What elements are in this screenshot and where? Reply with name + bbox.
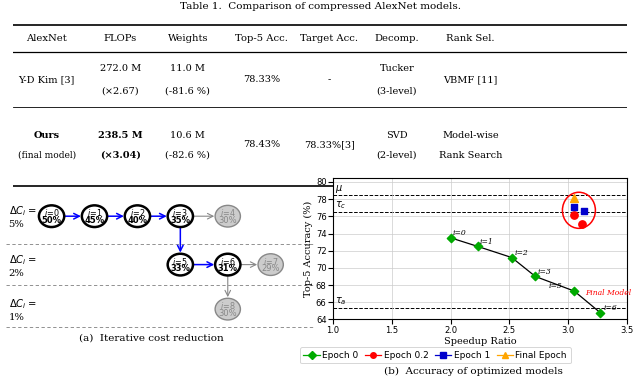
Text: $i\!=\!5$: $i\!=\!5$ [172,256,188,266]
Text: Model-wise: Model-wise [442,131,499,140]
Circle shape [82,205,107,227]
Text: 45%: 45% [84,215,104,225]
Text: 1%: 1% [9,313,24,322]
Point [569,212,579,218]
Text: 238.5 M: 238.5 M [98,131,143,140]
Text: Target Acc.: Target Acc. [300,34,358,43]
Text: (-81.6 %): (-81.6 %) [166,86,211,95]
Text: Rank Search: Rank Search [439,150,502,160]
Point [445,235,456,241]
Text: (-82.6 %): (-82.6 %) [166,150,211,160]
Text: i=6: i=6 [604,304,618,312]
Legend: Epoch 0, Epoch 0.2, Epoch 1, Final Epoch: Epoch 0, Epoch 0.2, Epoch 1, Final Epoch [300,347,571,363]
Point [579,208,589,214]
Text: 78.43%: 78.43% [243,140,280,149]
Text: -: - [328,75,331,84]
Text: Rank Sel.: Rank Sel. [446,34,495,43]
Text: 50%: 50% [42,215,61,225]
Text: 33%: 33% [170,264,190,273]
Text: 29%: 29% [261,264,280,273]
Circle shape [215,298,241,320]
Text: Final Model: Final Model [585,289,631,297]
Text: Top-5 Acc.: Top-5 Acc. [235,34,288,43]
Text: i=0: i=0 [453,229,467,237]
Text: Weights: Weights [168,34,208,43]
Circle shape [215,254,241,276]
Point [595,310,605,316]
Text: SVD: SVD [386,131,408,140]
Text: 272.0 M: 272.0 M [100,64,141,73]
Circle shape [258,254,284,276]
Text: i=2: i=2 [514,249,528,257]
Point [569,204,579,210]
Text: Tucker: Tucker [380,64,414,73]
Text: 31%: 31% [218,264,238,273]
Text: VBMF [11]: VBMF [11] [444,75,498,84]
Point [530,273,540,279]
Point [569,288,579,294]
Y-axis label: Top-5 Accuracy (%): Top-5 Accuracy (%) [304,200,313,297]
Text: $i\!=\!0$: $i\!=\!0$ [44,207,60,218]
Point [569,195,579,201]
Text: Ours: Ours [33,131,60,140]
Text: 5%: 5% [9,220,24,229]
Circle shape [125,205,150,227]
Text: 11.0 M: 11.0 M [170,64,205,73]
Circle shape [168,205,193,227]
Text: $i\!=\!2$: $i\!=\!2$ [129,207,145,218]
Text: (2-level): (2-level) [376,150,417,160]
Text: (b)  Accuracy of optimized models: (b) Accuracy of optimized models [384,367,563,376]
Text: 78.33%: 78.33% [243,75,280,84]
Circle shape [39,205,64,227]
Text: $i\!=\!1$: $i\!=\!1$ [86,207,102,218]
Text: $\tau_a$: $\tau_a$ [335,296,347,307]
Text: $i\!=\!6$: $i\!=\!6$ [220,256,236,266]
Text: AlexNet: AlexNet [26,34,67,43]
Text: Y-D Kim [3]: Y-D Kim [3] [19,75,75,84]
Text: $\Delta C_i =$: $\Delta C_i =$ [9,253,36,267]
Text: 30%: 30% [218,308,237,318]
Text: i=3: i=3 [538,268,552,276]
Text: (×2.67): (×2.67) [102,86,139,95]
Point [577,221,588,227]
Text: $\tau_c$: $\tau_c$ [335,199,347,211]
Text: 35%: 35% [170,215,190,225]
Text: $\Delta C_i =$: $\Delta C_i =$ [9,204,36,218]
Point [472,243,483,249]
Text: Table 1.  Comparison of compressed AlexNet models.: Table 1. Comparison of compressed AlexNe… [179,2,461,11]
Text: Decomp.: Decomp. [374,34,419,43]
Text: (×3.04): (×3.04) [100,150,141,160]
Text: $i\!=\!4$: $i\!=\!4$ [220,207,236,218]
Text: 78.33%[3]: 78.33%[3] [304,140,355,149]
Text: 40%: 40% [127,215,147,225]
Text: i=5: i=5 [548,282,562,290]
Point [507,254,517,260]
Text: $i\!=\!8$: $i\!=\!8$ [220,300,236,311]
X-axis label: Speedup Ratio: Speedup Ratio [444,338,516,347]
Text: FLOPs: FLOPs [104,34,137,43]
Text: (a)  Iterative cost reduction: (a) Iterative cost reduction [79,334,223,343]
Text: 2%: 2% [9,269,24,277]
Text: (3-level): (3-level) [376,86,417,95]
Text: $\Delta C_i =$: $\Delta C_i =$ [9,297,36,311]
Circle shape [168,254,193,276]
Text: 10.6 M: 10.6 M [170,131,205,140]
Text: $i\!=\!3$: $i\!=\!3$ [172,207,188,218]
Circle shape [215,205,241,227]
Text: $\mu$: $\mu$ [335,183,343,195]
Text: (final model): (final model) [17,150,76,160]
Text: 30%: 30% [218,215,237,225]
Text: $i\!=\!7$: $i\!=\!7$ [263,256,278,266]
Text: i=1: i=1 [480,238,493,246]
